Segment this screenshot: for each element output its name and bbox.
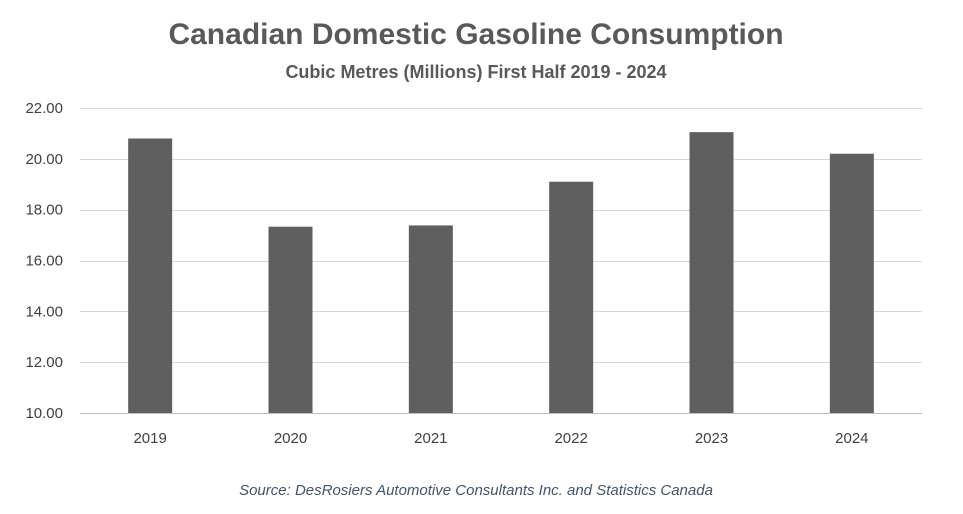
y-tick-label: 14.00 xyxy=(25,303,63,320)
x-axis-tick-labels: 2019 2020 2021 2022 2023 2024 xyxy=(133,430,868,447)
chart-title: Canadian Domestic Gasoline Consumption xyxy=(168,18,783,51)
x-tick-label: 2024 xyxy=(835,430,868,447)
x-tick-label: 2019 xyxy=(133,430,166,447)
y-tick-label: 12.00 xyxy=(25,354,63,371)
y-tick-label: 22.00 xyxy=(25,100,63,117)
x-tick-label: 2021 xyxy=(414,430,447,447)
y-tick-label: 16.00 xyxy=(25,253,63,270)
x-tick-label: 2020 xyxy=(274,430,307,447)
x-tick-label: 2022 xyxy=(554,430,587,447)
bar-2021 xyxy=(408,225,453,413)
bar-2019 xyxy=(128,138,173,413)
chart-subtitle: Cubic Metres (Millions) First Half 2019 … xyxy=(285,62,666,82)
gridlines xyxy=(80,108,922,414)
y-tick-label: 10.00 xyxy=(25,405,63,422)
bar-2023 xyxy=(689,132,734,414)
y-axis-tick-labels: 10.00 12.00 14.00 16.00 18.00 20.00 22.00 xyxy=(25,100,63,422)
bar-2020 xyxy=(268,226,313,413)
bar-2024 xyxy=(829,153,874,413)
bars xyxy=(128,132,874,414)
source-note: Source: DesRosiers Automotive Consultant… xyxy=(239,482,713,499)
y-tick-label: 18.00 xyxy=(25,202,63,219)
bar-2022 xyxy=(549,181,594,413)
x-tick-label: 2023 xyxy=(695,430,728,447)
y-tick-label: 20.00 xyxy=(25,151,63,168)
